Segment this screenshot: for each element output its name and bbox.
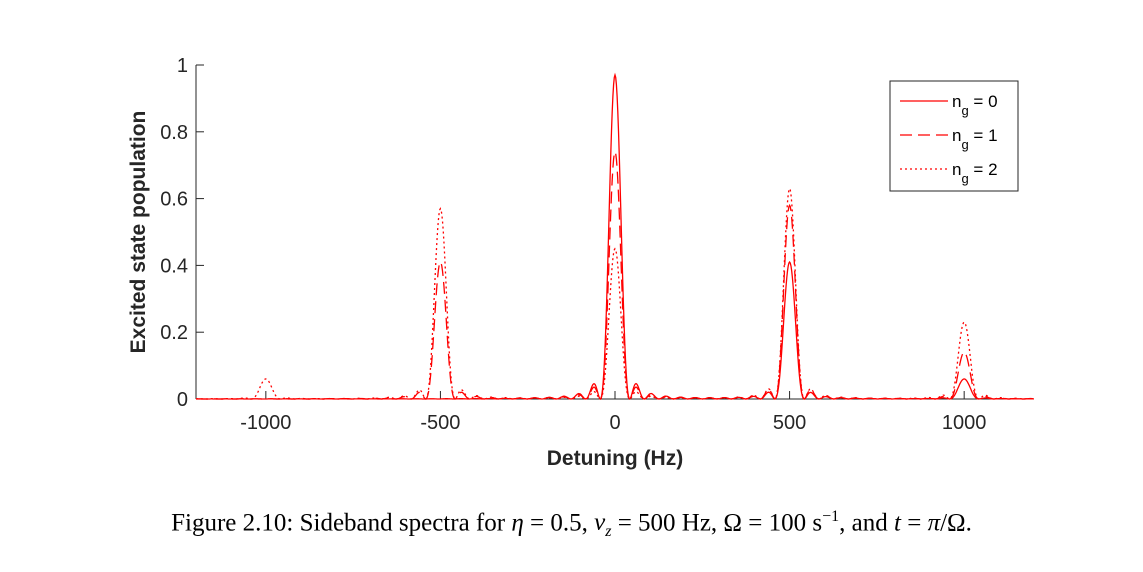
y-tick-label: 0 xyxy=(177,389,188,411)
sideband-spectra-chart: 0 0.2 0.4 0.6 0.8 1 -1000 -500 0 500 1000 Detuning … xyxy=(127,55,1035,470)
figure-caption: Figure 2.10: Sideband spectra for η = 0.… xyxy=(171,508,972,541)
series-line-0 xyxy=(196,72,1034,400)
y-tick-label: 0.4 xyxy=(160,255,188,277)
x-tick-label: -1000 xyxy=(240,412,291,434)
caption-label: Figure 2.10: xyxy=(171,509,294,537)
x-axis-label: Detuning (Hz) xyxy=(547,447,683,470)
y-axis-label: Excited state population xyxy=(127,111,150,354)
y-tick-label: 1 xyxy=(177,55,188,77)
y-tick-label: 0.8 xyxy=(160,122,188,144)
legend-label-2: ng = 2 xyxy=(952,160,998,186)
legend-label-1: ng = 1 xyxy=(952,126,998,152)
legend: ng = 0 ng = 1 ng = 2 xyxy=(889,80,1019,192)
legend-label-0: ng = 0 xyxy=(952,92,998,118)
x-tick-label: -500 xyxy=(420,412,460,434)
axes: 0 0.2 0.4 0.6 0.8 1 -1000 -500 0 500 1000 Detuning … xyxy=(127,55,1034,470)
y-tick-label: 0.6 xyxy=(160,189,188,211)
x-tick-label: 0 xyxy=(609,412,620,434)
x-tick-label: 500 xyxy=(773,412,806,434)
y-tick-label: 0.2 xyxy=(160,322,188,344)
x-tick-label: 1000 xyxy=(942,412,987,434)
curves xyxy=(196,72,1035,400)
series-line-2 xyxy=(196,187,1035,400)
legend-box xyxy=(889,80,1019,192)
